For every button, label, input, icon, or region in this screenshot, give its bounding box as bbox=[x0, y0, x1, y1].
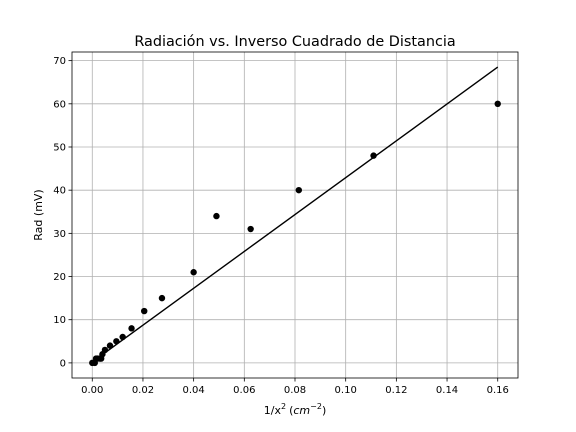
y-axis-label: Rad (mV) bbox=[32, 189, 45, 240]
y-tick-label-4: 40 bbox=[53, 186, 66, 197]
x-tick-label-7: 0.14 bbox=[436, 385, 458, 396]
data-point-17 bbox=[295, 186, 303, 194]
data-points bbox=[89, 100, 501, 367]
x-tick-label-3: 0.06 bbox=[233, 385, 255, 396]
data-point-16 bbox=[247, 225, 254, 233]
data-point-8 bbox=[106, 342, 114, 349]
data-point-15 bbox=[213, 212, 220, 220]
data-point-9 bbox=[113, 338, 120, 345]
y-tick-label-7: 70 bbox=[53, 56, 66, 67]
x-axis: 0.00 0.02 0.04 0.06 0.08 0.10 0.12 0.14 0.16 bbox=[81, 378, 509, 396]
x-tick-label-5: 0.10 bbox=[335, 385, 357, 396]
data-point-10 bbox=[119, 333, 126, 341]
data-point-12 bbox=[141, 307, 148, 315]
x-tick-label-0: 0.00 bbox=[81, 385, 103, 396]
data-point-14 bbox=[190, 269, 197, 276]
y-tick-label-3: 30 bbox=[53, 229, 66, 240]
y-tick-label-6: 60 bbox=[53, 99, 66, 110]
data-point-18 bbox=[370, 152, 377, 159]
x-tick-label-1: 0.02 bbox=[132, 385, 154, 396]
data-point-19 bbox=[494, 100, 501, 108]
grid bbox=[72, 52, 518, 378]
y-tick-label-5: 50 bbox=[53, 142, 66, 153]
y-tick-label-1: 10 bbox=[53, 315, 66, 326]
fit-line-group bbox=[91, 66, 499, 363]
x-tick-label-4: 0.08 bbox=[284, 385, 306, 396]
y-tick-label-2: 20 bbox=[53, 272, 66, 283]
fit-line bbox=[91, 66, 499, 363]
x-axis-label-unit: cm bbox=[293, 404, 310, 417]
x-axis-label: 1/x2 (cm−2) bbox=[264, 402, 326, 417]
x-axis-label-exponent: 2 bbox=[281, 402, 286, 411]
y-axis: 0 10 20 30 40 50 60 70 bbox=[53, 56, 72, 369]
data-point-11 bbox=[128, 325, 135, 332]
chart-title: Radiación vs. Inverso Cuadrado de Distan… bbox=[134, 34, 455, 50]
data-point-13 bbox=[158, 294, 166, 302]
x-tick-label-6: 0.12 bbox=[385, 385, 407, 396]
x-axis-label-base: 1/x bbox=[264, 404, 282, 417]
x-tick-label-8: 0.16 bbox=[487, 385, 509, 396]
x-axis-label-unit-exponent: −2 bbox=[310, 402, 322, 411]
x-tick-label-2: 0.04 bbox=[183, 385, 205, 396]
data-point-7 bbox=[101, 346, 109, 354]
y-tick-label-0: 0 bbox=[60, 358, 66, 369]
